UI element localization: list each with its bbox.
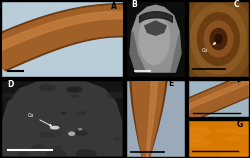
Polygon shape: [132, 76, 165, 158]
Ellipse shape: [114, 137, 120, 140]
Ellipse shape: [17, 151, 29, 156]
Ellipse shape: [76, 111, 86, 115]
Ellipse shape: [74, 130, 88, 136]
Polygon shape: [130, 76, 167, 158]
Polygon shape: [178, 78, 250, 112]
Polygon shape: [173, 74, 250, 121]
Polygon shape: [0, 11, 135, 57]
Polygon shape: [130, 4, 182, 73]
Text: Co: Co: [28, 113, 52, 126]
Polygon shape: [130, 31, 147, 73]
Polygon shape: [2, 80, 122, 157]
Ellipse shape: [60, 112, 67, 114]
Ellipse shape: [76, 149, 97, 158]
Ellipse shape: [173, 133, 204, 143]
Ellipse shape: [46, 150, 67, 158]
Text: B: B: [131, 0, 137, 9]
Circle shape: [78, 128, 82, 131]
Polygon shape: [0, 5, 136, 69]
Ellipse shape: [138, 13, 170, 65]
Ellipse shape: [73, 130, 80, 133]
Polygon shape: [144, 20, 167, 36]
Ellipse shape: [182, 0, 250, 84]
Ellipse shape: [39, 84, 56, 91]
Ellipse shape: [71, 94, 79, 98]
Text: F: F: [236, 78, 242, 87]
Text: G: G: [236, 120, 243, 129]
Text: Co: Co: [202, 43, 215, 54]
Ellipse shape: [221, 152, 248, 158]
Polygon shape: [174, 75, 250, 120]
Ellipse shape: [197, 12, 240, 66]
Ellipse shape: [204, 20, 234, 58]
Ellipse shape: [1, 93, 14, 98]
Ellipse shape: [190, 3, 247, 75]
Ellipse shape: [0, 82, 12, 88]
Text: D: D: [8, 80, 14, 89]
Text: A: A: [111, 2, 117, 11]
Text: E: E: [168, 79, 173, 88]
Ellipse shape: [225, 136, 242, 141]
Ellipse shape: [216, 128, 235, 133]
Ellipse shape: [192, 127, 208, 131]
Ellipse shape: [70, 88, 77, 91]
Ellipse shape: [183, 139, 211, 147]
Ellipse shape: [210, 28, 228, 50]
Ellipse shape: [38, 132, 52, 138]
Ellipse shape: [50, 126, 59, 130]
Ellipse shape: [231, 127, 250, 134]
Ellipse shape: [31, 145, 48, 152]
Polygon shape: [170, 31, 181, 73]
Circle shape: [68, 131, 75, 136]
Polygon shape: [0, 4, 136, 71]
Ellipse shape: [0, 94, 13, 101]
Polygon shape: [146, 77, 158, 158]
Ellipse shape: [66, 86, 82, 93]
Ellipse shape: [214, 34, 223, 44]
Text: C: C: [234, 0, 239, 9]
Ellipse shape: [176, 127, 211, 137]
Ellipse shape: [107, 92, 124, 99]
Ellipse shape: [49, 145, 62, 151]
Ellipse shape: [46, 131, 62, 138]
